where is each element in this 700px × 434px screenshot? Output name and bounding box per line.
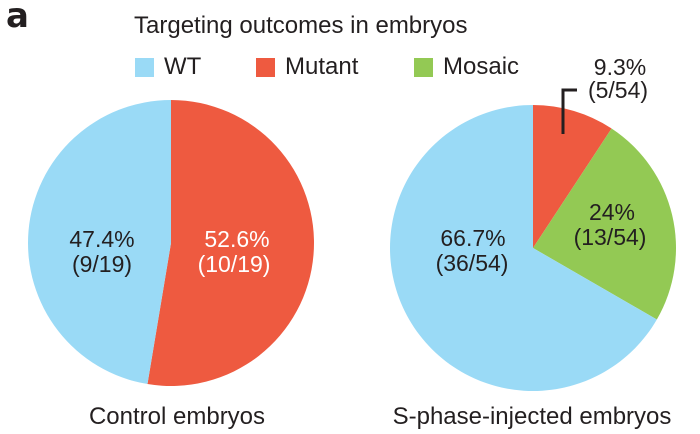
slice-label-frac-sphase-mosaic: (13/54)	[574, 224, 647, 250]
legend-label-mosaic: Mosaic	[443, 53, 520, 80]
pie-caption-sphase: S-phase-injected embryos	[393, 403, 672, 430]
slice-label-pct-control-wt: 47.4%	[69, 226, 134, 252]
slice-label-pct-control-mutant: 52.6%	[204, 226, 269, 252]
pie-slice-mutant	[147, 100, 315, 387]
pie-slice-wt	[28, 100, 171, 385]
slice-label-pct-sphase-wt: 66.7%	[440, 225, 505, 251]
legend-item-wt: WT	[135, 53, 201, 81]
pie-slice-mutant	[533, 105, 612, 248]
slice-label-frac-sphase-wt: (36/54)	[436, 250, 509, 276]
legend-label-mutant: Mutant	[285, 53, 359, 80]
pie-slice-wt	[390, 105, 657, 391]
panel-label: a	[6, 0, 29, 36]
slice-label-frac-control-mutant: (10/19)	[198, 251, 271, 277]
pie-control	[28, 100, 315, 387]
legend-swatch-mutant	[256, 57, 275, 77]
legend-item-mosaic: Mosaic	[414, 53, 519, 81]
pie-slice-mosaic	[533, 128, 676, 320]
legend-label-wt: WT	[164, 53, 202, 80]
slice-label-frac-control-wt: (9/19)	[72, 251, 132, 277]
slice-label-pct-sphase-mutant: 9.3%	[594, 54, 646, 80]
legend-swatch-mosaic	[414, 57, 433, 77]
slice-label-pct-sphase-mosaic: 24%	[589, 199, 635, 225]
pie-s-phase	[390, 105, 676, 391]
chart-title: Targeting outcomes in embryos	[134, 12, 468, 39]
callout-leader-line	[561, 88, 577, 134]
legend-item-mutant: Mutant	[256, 53, 358, 81]
pie-caption-control: Control embryos	[89, 403, 265, 430]
legend-swatch-wt	[135, 57, 154, 77]
slice-label-frac-sphase-mutant: (5/54)	[588, 77, 648, 103]
